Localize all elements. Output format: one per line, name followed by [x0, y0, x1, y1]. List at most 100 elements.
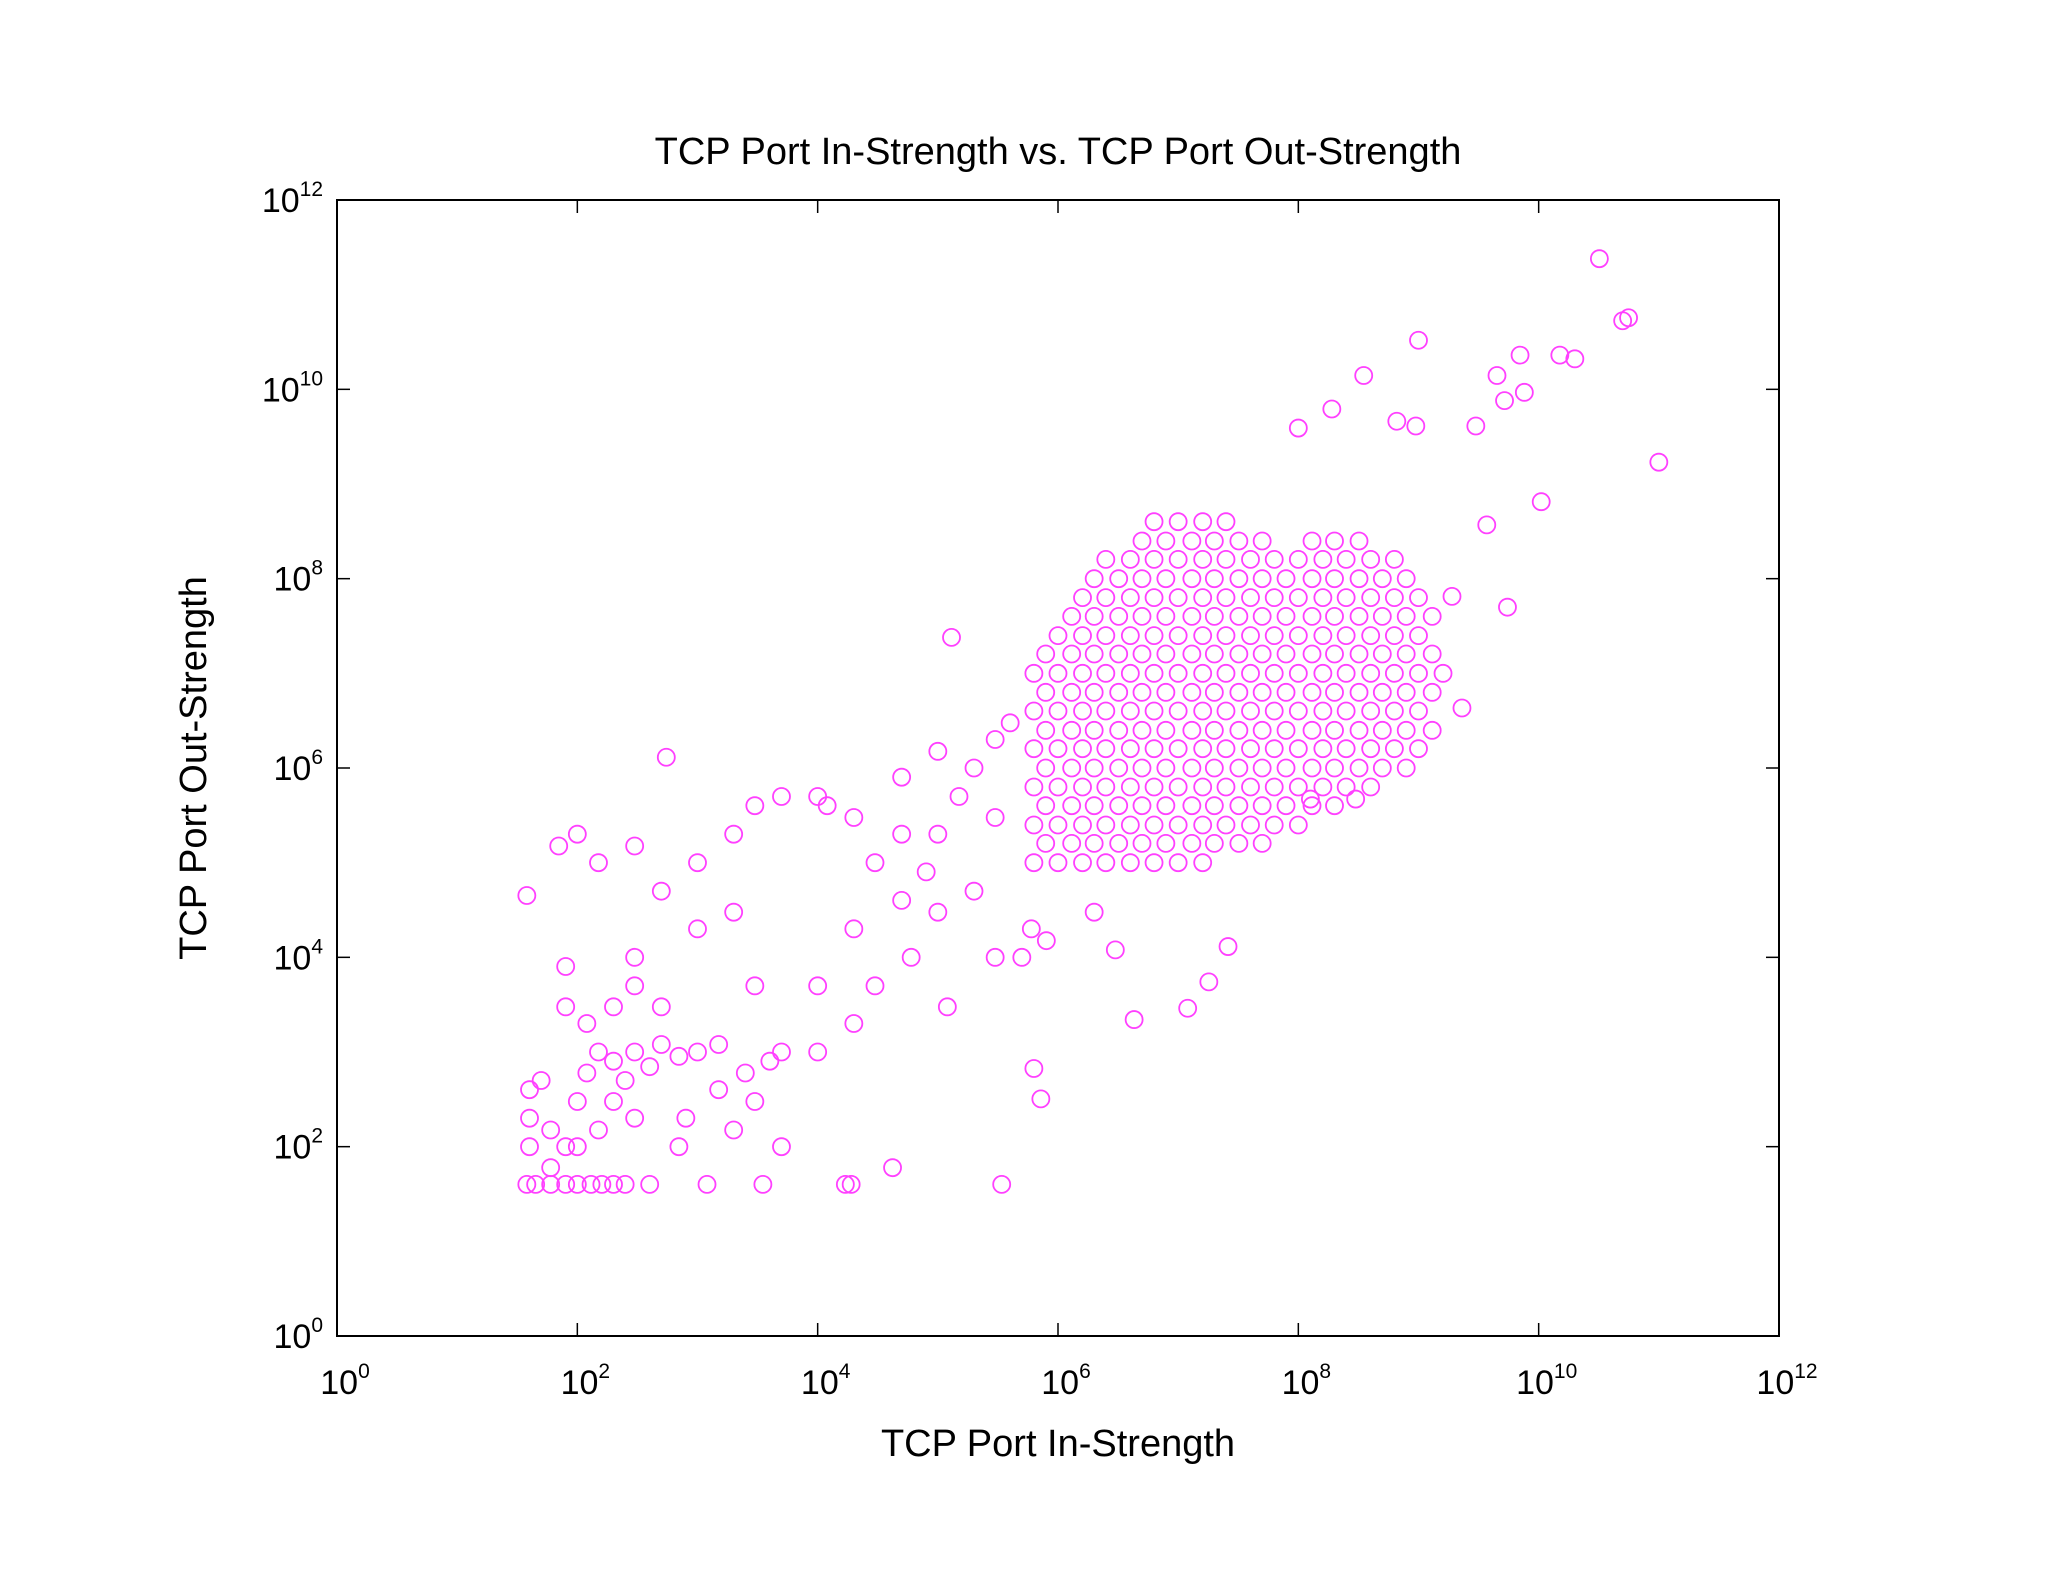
scatter-point — [1216, 777, 1236, 797]
scatter-point — [1531, 492, 1551, 512]
scatter-point — [1409, 330, 1428, 350]
scatter-point — [604, 1051, 623, 1071]
scatter-point — [1264, 588, 1284, 608]
scatter-point — [1325, 682, 1344, 702]
scatter-point — [1096, 853, 1116, 873]
scatter-point — [1288, 549, 1308, 569]
scatter-point — [1204, 644, 1224, 664]
scatter-point — [556, 997, 576, 1017]
scatter-point — [1193, 777, 1213, 797]
scatter-point — [1048, 777, 1068, 797]
scatter-point — [1048, 853, 1068, 873]
scatter-point — [1422, 720, 1442, 740]
scatter-point — [772, 1042, 791, 1062]
scatter-point — [604, 1174, 623, 1194]
scatter-point — [1229, 569, 1249, 589]
scatter-point — [1613, 311, 1633, 331]
scatter-point — [1302, 531, 1322, 551]
scatter-point — [1048, 663, 1068, 683]
scatter-point — [892, 824, 912, 844]
scatter-point — [1193, 663, 1213, 683]
scatter-point — [1510, 345, 1530, 365]
scatter-point — [1084, 644, 1104, 664]
scatter-point — [1168, 626, 1188, 646]
scatter-point — [1193, 739, 1213, 759]
scatter-point — [901, 947, 921, 967]
scatter-point — [1182, 720, 1202, 740]
scatter-point — [1336, 549, 1356, 569]
scatter-point — [1325, 758, 1344, 778]
scatter-point — [1288, 663, 1308, 683]
scatter-point — [1302, 682, 1322, 702]
scatter-point — [1024, 701, 1044, 721]
scatter-point — [772, 787, 791, 806]
scatter-point — [1144, 739, 1164, 759]
scatter-point — [1073, 588, 1092, 608]
scatter-point — [1216, 701, 1236, 721]
scatter-point — [1264, 815, 1284, 835]
scatter-point — [760, 1051, 780, 1071]
scatter-point — [949, 787, 969, 806]
scatter-point — [1325, 644, 1344, 664]
scatter-point — [589, 853, 608, 873]
scatter-point — [1132, 720, 1152, 740]
scatter-point — [1387, 411, 1407, 431]
scatter-point — [1477, 515, 1497, 535]
scatter-point — [640, 1057, 660, 1077]
scatter-point — [772, 1137, 791, 1157]
scatter-point — [1036, 682, 1056, 702]
scatter-point — [1120, 739, 1140, 759]
scatter-point — [567, 1174, 587, 1194]
scatter-point — [1349, 644, 1369, 664]
scatter-point — [1132, 833, 1152, 853]
scatter-point — [567, 824, 587, 844]
scatter-point — [1216, 549, 1236, 569]
scatter-point — [1084, 902, 1104, 922]
scatter-point — [1409, 626, 1428, 646]
scatter-point — [1302, 644, 1322, 664]
tick-label-power: 8 — [311, 557, 323, 580]
scatter-point — [1156, 644, 1176, 664]
scatter-point — [676, 1108, 696, 1128]
scatter-point — [1241, 777, 1260, 797]
scatter-point — [1325, 531, 1344, 551]
y-axis-label: TCP Port Out-Strength — [173, 576, 215, 960]
scatter-point — [688, 853, 707, 873]
scatter-point — [1182, 644, 1202, 664]
scatter-point — [520, 1108, 539, 1128]
scatter-point — [1168, 512, 1188, 532]
scatter-point — [1204, 720, 1224, 740]
scatter-point — [1182, 531, 1202, 551]
scatter-point — [1264, 739, 1284, 759]
x-axis-label: TCP Port In-Strength — [881, 1423, 1235, 1465]
scatter-point — [1346, 789, 1366, 809]
scatter-point — [625, 947, 645, 967]
scatter-point — [1422, 644, 1442, 664]
scatter-point — [1144, 588, 1164, 608]
scatter-point — [592, 1174, 612, 1194]
scatter-point — [709, 1080, 729, 1100]
scatter-point — [1048, 739, 1068, 759]
scatter-point — [892, 767, 912, 787]
scatter-point — [1349, 682, 1369, 702]
scatter-point — [928, 902, 948, 922]
scatter-point — [942, 627, 961, 647]
scatter-point — [1073, 815, 1092, 835]
tick-label-power: 12 — [1794, 1360, 1817, 1383]
scatter-point — [1514, 382, 1534, 402]
tick-label-base: 10 — [273, 939, 311, 977]
scatter-point — [1409, 588, 1428, 608]
scatter-point — [1229, 758, 1249, 778]
scatter-point — [1182, 606, 1202, 626]
tick-label-base: 10 — [1282, 1364, 1320, 1402]
scatter-point — [1144, 853, 1164, 873]
scatter-point — [1156, 606, 1176, 626]
scatter-point — [1120, 777, 1140, 797]
scatter-point — [1156, 796, 1176, 816]
scatter-point — [1109, 569, 1129, 589]
scatter-point — [1229, 644, 1249, 664]
scatter-point — [1109, 682, 1129, 702]
scatter-point — [1204, 531, 1224, 551]
scatter-point — [844, 919, 864, 939]
scatter-point — [625, 976, 645, 996]
